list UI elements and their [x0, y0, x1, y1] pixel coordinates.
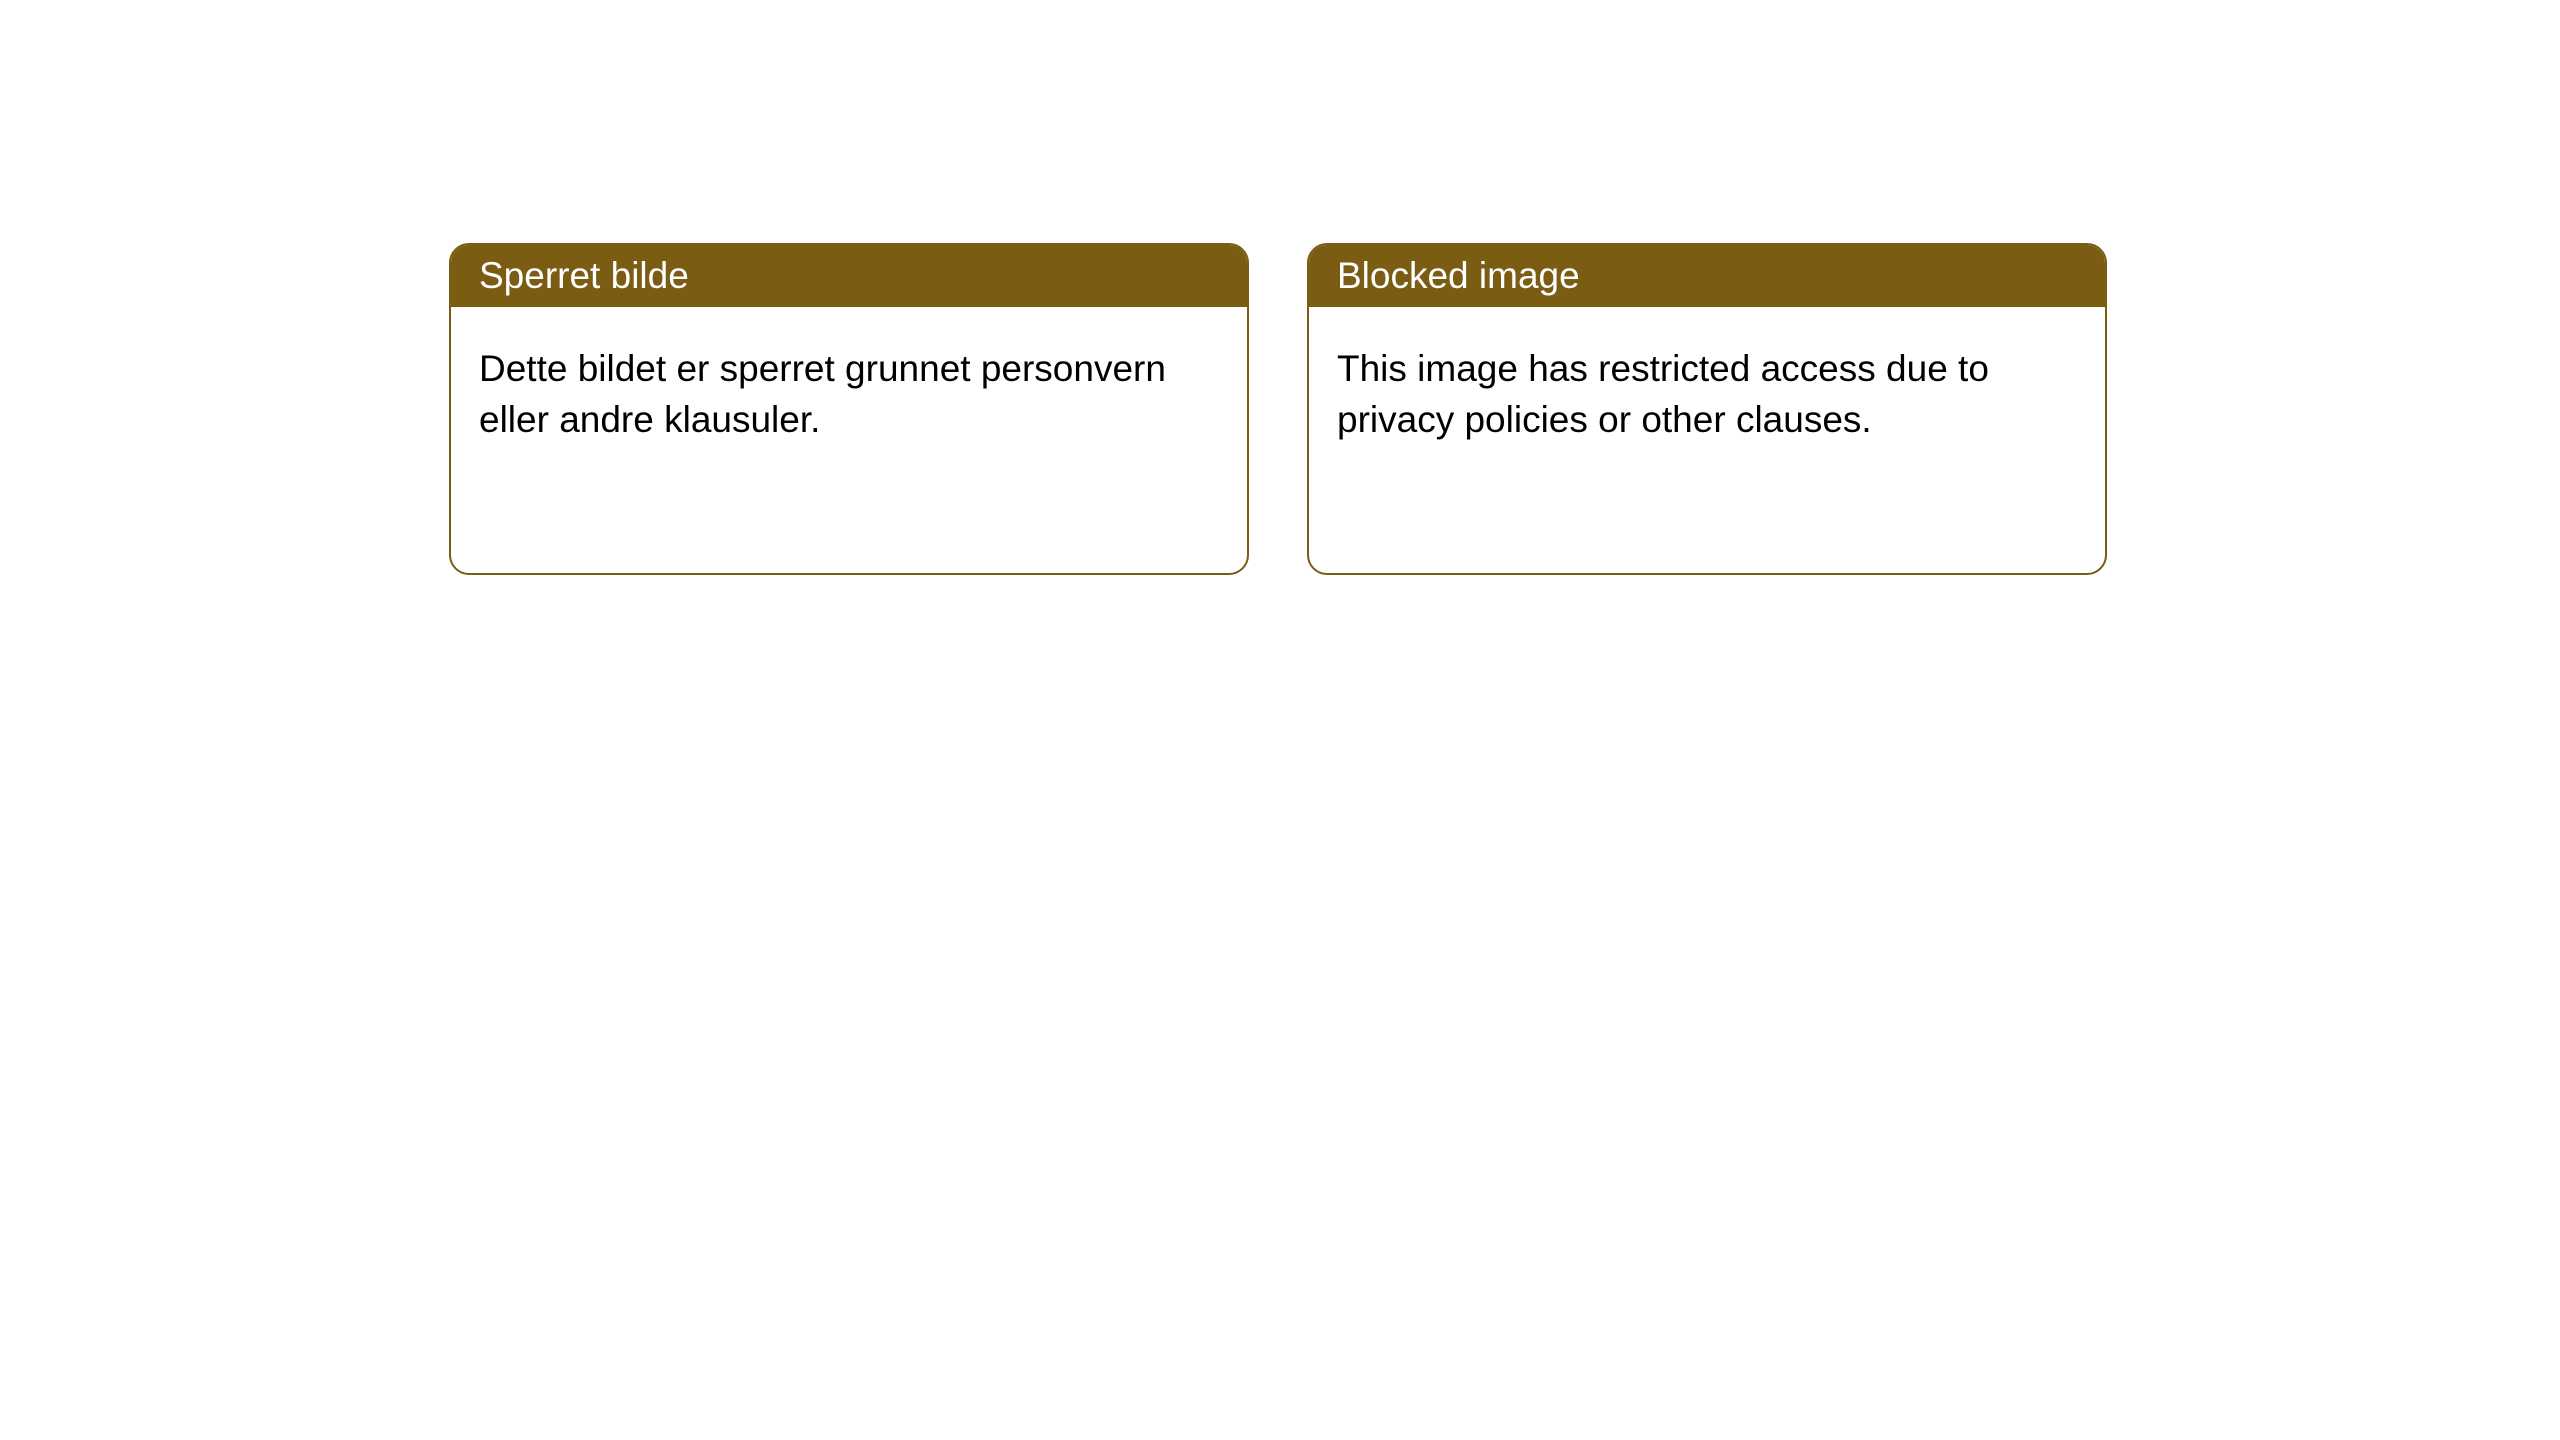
notice-text: This image has restricted access due to …	[1337, 348, 1989, 440]
notice-card-norwegian: Sperret bilde Dette bildet er sperret gr…	[449, 243, 1249, 575]
notice-body: Dette bildet er sperret grunnet personve…	[451, 307, 1247, 481]
notice-container: Sperret bilde Dette bildet er sperret gr…	[0, 0, 2560, 575]
notice-header: Blocked image	[1309, 245, 2105, 307]
notice-card-english: Blocked image This image has restricted …	[1307, 243, 2107, 575]
notice-body: This image has restricted access due to …	[1309, 307, 2105, 481]
notice-header: Sperret bilde	[451, 245, 1247, 307]
notice-text: Dette bildet er sperret grunnet personve…	[479, 348, 1166, 440]
notice-title: Blocked image	[1337, 255, 1580, 296]
notice-title: Sperret bilde	[479, 255, 689, 296]
